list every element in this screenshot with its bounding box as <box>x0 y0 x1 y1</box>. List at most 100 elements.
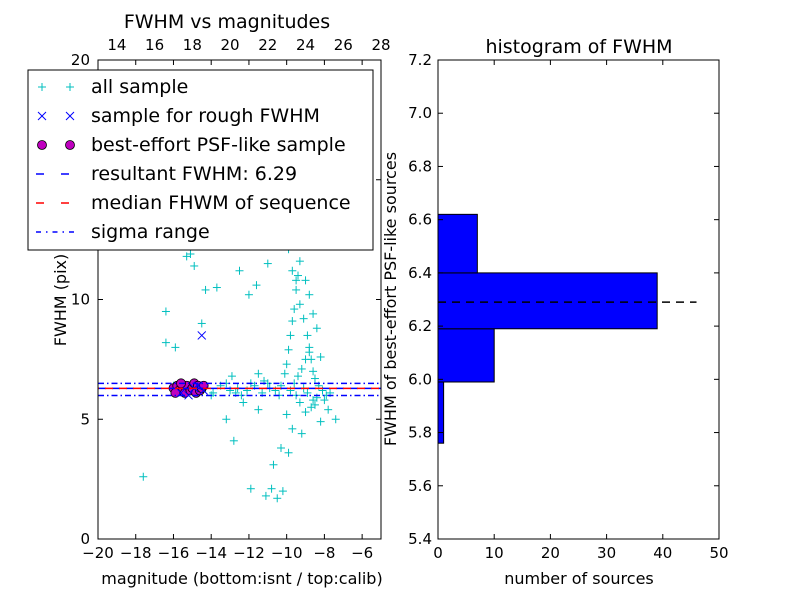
left-y-tick-label: 20 <box>71 51 90 69</box>
left-top-tick-label: 18 <box>183 36 202 54</box>
all-sample-point <box>139 472 148 481</box>
histogram-bar <box>437 213 478 274</box>
left-chart-title: FWHM vs magnitudes <box>124 11 330 33</box>
left-x-tick-label: −16 <box>158 544 190 562</box>
right-x-ticks: 0 10 20 30 40 50 <box>433 60 729 562</box>
right-y-tick-label: 5.4 <box>408 530 432 548</box>
legend-rough-marker-1-b <box>37 111 47 121</box>
all-sample-point <box>316 352 325 361</box>
right-y-tick-label: 7.0 <box>408 104 432 122</box>
left-x-tick-label: −14 <box>195 544 227 562</box>
legend-psf-marker-1 <box>37 140 47 150</box>
left-x-tick-label: −10 <box>271 544 303 562</box>
right-y-tick-label: 5.6 <box>408 477 432 495</box>
all-sample-point <box>301 355 310 364</box>
all-sample-point <box>309 396 318 405</box>
all-sample-point <box>324 405 333 414</box>
left-x-tick-label: −18 <box>120 544 152 562</box>
rough-sample-point-b <box>176 388 186 398</box>
all-sample-point <box>278 487 287 496</box>
histogram-bar <box>437 328 495 383</box>
right-x-tick-label: 40 <box>653 544 672 562</box>
left-top-tick-label: 28 <box>371 36 390 54</box>
right-y-tick-label: 6.0 <box>408 370 432 388</box>
all-sample-point <box>280 369 289 378</box>
all-sample-point <box>297 364 306 373</box>
right-y-axis-label: FWHM of best-effort PSF-like sources <box>381 152 400 446</box>
all-sample-point <box>222 415 231 424</box>
legend-markers <box>36 83 77 233</box>
legend: all sample sample for rough FWHM best-ef… <box>27 69 374 251</box>
histogram-bar <box>437 381 445 444</box>
right-x-tick-label: 30 <box>597 544 616 562</box>
all-sample-point <box>316 417 325 426</box>
histogram-bars <box>437 213 658 444</box>
all-sample-point <box>161 338 170 347</box>
right-y-tick-label: 6.2 <box>408 317 432 335</box>
all-sample-point <box>288 317 297 326</box>
all-sample-point <box>310 374 319 383</box>
all-sample-point <box>312 324 321 333</box>
legend-all-marker-2 <box>66 83 74 91</box>
all-sample-point <box>244 290 253 299</box>
all-sample-point <box>305 348 314 357</box>
left-x-tick-label: −8 <box>313 544 335 562</box>
all-sample-point <box>261 491 270 500</box>
all-sample-point <box>161 307 170 316</box>
left-x-tick-label: −6 <box>351 544 373 562</box>
histogram-bar <box>437 272 658 330</box>
rough-sample-point <box>197 331 207 340</box>
right-y-tick-label: 5.8 <box>408 424 432 442</box>
right-x-tick-label: 10 <box>485 544 504 562</box>
all-sample-point <box>254 405 263 414</box>
left-top-tick-label: 22 <box>258 36 277 54</box>
all-sample-point <box>286 331 295 340</box>
right-x-tick-label: 20 <box>541 544 560 562</box>
all-sample-point <box>239 398 248 407</box>
legend-psf-sample: best-effort PSF-like sample <box>91 134 346 156</box>
legend-rough-marker-1 <box>37 111 47 121</box>
all-sample-point <box>277 443 286 452</box>
right-x-tick-label: 50 <box>709 544 728 562</box>
all-sample-point <box>284 345 293 354</box>
all-sample-point <box>295 398 304 407</box>
right-y-tick-label: 6.6 <box>408 211 432 229</box>
all-sample-point <box>309 309 318 318</box>
all-sample-point <box>273 494 282 503</box>
all-sample-point <box>331 415 340 424</box>
all-sample-point <box>310 400 319 409</box>
all-sample-point <box>288 424 297 433</box>
right-axes-frame <box>437 59 720 540</box>
all-sample-point <box>295 300 304 309</box>
left-reference-lines <box>98 382 381 397</box>
all-sample-point <box>227 372 236 381</box>
all-sample-point <box>171 343 180 352</box>
left-x-axis-label: magnitude (bottom:isnt / top:calib) <box>101 569 382 588</box>
right-plot: 0 10 20 30 40 50 5.4 5.6 5.8 6.0 6.2 6.4 6.6 6.8 7.0 7… <box>381 36 729 588</box>
left-x-tick-label: −12 <box>233 544 265 562</box>
left-y-tick-label: 5 <box>80 410 90 428</box>
all-sample-point <box>299 314 308 323</box>
all-sample-point <box>309 367 318 376</box>
all-sample-point <box>235 266 244 275</box>
left-top-tick-label: 20 <box>221 36 240 54</box>
right-y-tick-label: 6.4 <box>408 264 432 282</box>
all-sample-point <box>186 249 195 258</box>
all-sample-point <box>301 276 310 285</box>
legend-rough-sample: sample for rough FWHM <box>91 105 320 127</box>
legend-all-sample: all sample <box>91 76 188 98</box>
left-top-tick-label: 26 <box>334 36 353 54</box>
all-sample-point <box>267 484 276 493</box>
right-chart-title: histogram of FWHM <box>485 36 672 58</box>
all-sample-point <box>292 285 301 294</box>
all-sample-point <box>229 436 238 445</box>
all-sample-point <box>190 261 199 270</box>
all-sample-point <box>303 331 312 340</box>
all-sample-point <box>263 259 272 268</box>
left-plot: −20−18−16−14−12−10−8−6 05101520 14161820… <box>27 11 391 588</box>
left-top-tick-label: 14 <box>107 36 126 54</box>
all-sample-point <box>212 283 221 292</box>
right-y-ticks: 5.4 5.6 5.8 6.0 6.2 6.4 6.6 6.8 7.0 7.2 <box>408 51 719 548</box>
right-x-tick-label: 0 <box>433 544 443 562</box>
